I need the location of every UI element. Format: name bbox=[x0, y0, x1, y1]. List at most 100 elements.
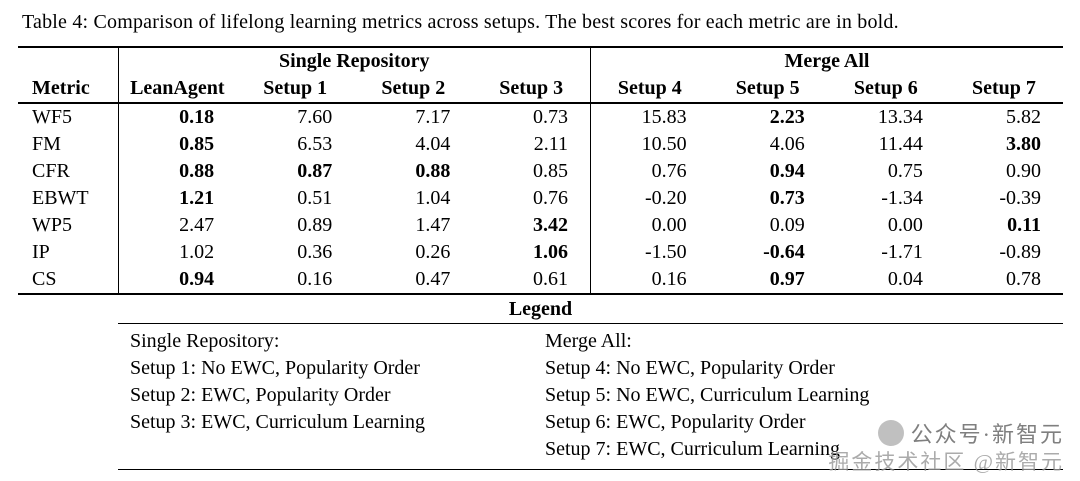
metric-cell: WP5 bbox=[32, 214, 72, 236]
value-cell: 0.78 bbox=[944, 266, 1063, 295]
column-header: Setup 2 bbox=[354, 74, 473, 104]
value-cell: 0.61 bbox=[472, 266, 591, 295]
value-cell: -0.89 bbox=[999, 241, 1041, 263]
value-cell: 0.47 bbox=[354, 266, 473, 295]
value-cell: 4.06 bbox=[769, 133, 805, 155]
legend-box: Single Repository: Setup 1: No EWC, Popu… bbox=[118, 323, 1063, 470]
value-cell: 15.83 bbox=[589, 103, 709, 131]
value-cell: 0.00 bbox=[589, 212, 709, 239]
value-cell: 5.82 bbox=[1006, 106, 1041, 128]
legend-item: Setup 4: No EWC, Popularity Order bbox=[545, 357, 835, 379]
legend-item: Setup 3: EWC, Curriculum Learning bbox=[130, 411, 425, 433]
value-cell: 1.04 bbox=[415, 187, 451, 209]
legend-item: Setup 6: EWC, Popularity Order bbox=[545, 411, 806, 433]
value-cell: -0.20 bbox=[589, 185, 709, 212]
value-cell: 10.50 bbox=[589, 131, 709, 158]
value-cell: 0.73 bbox=[533, 106, 568, 128]
value-cell: 2.23 bbox=[769, 106, 805, 128]
column-header: Setup 4 bbox=[589, 74, 709, 104]
value-cell: 0.04 bbox=[826, 266, 945, 295]
value-cell: 0.75 bbox=[887, 160, 923, 182]
column-header: Setup 5 bbox=[708, 74, 827, 104]
value-cell: 4.04 bbox=[415, 133, 451, 155]
value-cell: -1.34 bbox=[881, 187, 923, 209]
value-cell: 0.18 bbox=[117, 103, 237, 131]
value-cell: 0.87 bbox=[297, 160, 333, 182]
table-row: EBWT 1.21 0.51 1.04 0.76 -0.20 0.73 -1.34 -0.39 bbox=[18, 185, 1063, 212]
value-cell: 0.85 bbox=[117, 131, 237, 158]
value-cell: 2.47 bbox=[117, 212, 237, 239]
metric-cell: EBWT bbox=[32, 187, 89, 209]
value-cell: 0.94 bbox=[769, 160, 805, 182]
value-cell: -0.39 bbox=[999, 187, 1041, 209]
value-cell: 0.89 bbox=[297, 214, 333, 236]
value-cell: 0.94 bbox=[117, 266, 237, 295]
column-header: LeanAgent bbox=[117, 74, 237, 104]
value-cell: -1.71 bbox=[881, 241, 923, 263]
value-cell: 3.42 bbox=[533, 214, 568, 236]
value-cell: 0.90 bbox=[1006, 160, 1041, 182]
metrics-table: Single Repository Merge All Metric LeanAgen… bbox=[18, 46, 1063, 295]
value-cell: -1.50 bbox=[589, 239, 709, 266]
table-row: WP5 2.47 0.89 1.47 3.42 0.00 0.09 0.00 0.11 bbox=[18, 212, 1063, 239]
value-cell: 0.11 bbox=[1007, 214, 1041, 236]
table-row: CS 0.94 0.16 0.47 0.61 0.16 0.97 0.04 0.78 bbox=[18, 266, 1063, 295]
value-cell: 0.00 bbox=[887, 214, 923, 236]
legend-right-header: Merge All: bbox=[545, 330, 632, 352]
legend-item: Setup 2: EWC, Popularity Order bbox=[130, 384, 391, 406]
value-cell: 0.26 bbox=[415, 241, 451, 263]
column-header: Setup 7 bbox=[944, 74, 1063, 104]
value-cell: 0.51 bbox=[297, 187, 333, 209]
legend-item: Setup 5: No EWC, Curriculum Learning bbox=[545, 384, 870, 406]
value-cell: 2.11 bbox=[533, 133, 568, 155]
table-row: FM 0.85 6.53 4.04 2.11 10.50 4.06 11.44 3.80 bbox=[18, 131, 1063, 158]
group-header-spacer bbox=[18, 47, 118, 74]
value-cell: 0.76 bbox=[533, 187, 568, 209]
table-caption: Table 4: Comparison of lifelong learning… bbox=[22, 11, 899, 33]
legend-left-items: Setup 1: No EWC, Popularity Order Setup 2… bbox=[130, 355, 545, 436]
value-cell: 0.88 bbox=[415, 160, 451, 182]
group-header-single-repository: Single Repository bbox=[117, 47, 591, 74]
value-cell: 1.06 bbox=[533, 241, 568, 263]
legend-item: Setup 1: No EWC, Popularity Order bbox=[130, 357, 420, 379]
table-body: WF5 0.18 7.60 7.17 0.73 15.83 2.23 13.34 5.82 FM 0… bbox=[18, 103, 1063, 295]
legend-title: Legend bbox=[508, 298, 573, 320]
value-cell: 0.16 bbox=[589, 266, 709, 295]
legend-item: Setup 7: EWC, Curriculum Learning bbox=[545, 438, 840, 460]
legend-merge-all: Merge All: Setup 4: No EWC, Popularity O… bbox=[545, 328, 1063, 463]
value-cell: 1.47 bbox=[415, 214, 451, 236]
value-cell: 0.36 bbox=[297, 241, 333, 263]
metric-cell: CS bbox=[18, 266, 118, 295]
legend-left-header: Single Repository: bbox=[130, 330, 280, 352]
value-cell: 1.21 bbox=[117, 185, 237, 212]
metric-cell: CFR bbox=[32, 160, 70, 182]
column-header: Metric bbox=[18, 74, 118, 104]
legend-single-repository: Single Repository: Setup 1: No EWC, Popu… bbox=[130, 328, 545, 463]
table-row: IP 1.02 0.36 0.26 1.06 -1.50 -0.64 -1.71 -0.89 bbox=[18, 239, 1063, 266]
value-cell: 0.97 bbox=[708, 266, 827, 295]
table-head: Single Repository Merge All Metric LeanAgen… bbox=[18, 47, 1063, 104]
metric-cell: FM bbox=[32, 133, 61, 155]
value-cell: 13.34 bbox=[877, 106, 923, 128]
value-cell: 1.02 bbox=[117, 239, 237, 266]
metric-cell: WF5 bbox=[32, 106, 72, 128]
value-cell: 0.76 bbox=[589, 158, 709, 185]
value-cell: 11.44 bbox=[878, 133, 923, 155]
value-cell: 7.60 bbox=[297, 106, 333, 128]
column-header: Setup 6 bbox=[826, 74, 945, 104]
legend-right-items: Setup 4: No EWC, Popularity Order Setup 5… bbox=[545, 355, 1063, 463]
table-row: CFR 0.88 0.87 0.88 0.85 0.76 0.94 0.75 0.90 bbox=[18, 158, 1063, 185]
value-cell: 0.85 bbox=[533, 160, 568, 182]
value-cell: 6.53 bbox=[297, 133, 333, 155]
value-cell: 3.80 bbox=[1006, 133, 1041, 155]
value-cell: -0.64 bbox=[763, 241, 805, 263]
value-cell: 0.16 bbox=[236, 266, 355, 295]
column-header: Setup 3 bbox=[472, 74, 591, 104]
value-cell: 7.17 bbox=[415, 106, 451, 128]
group-header-merge-all: Merge All bbox=[590, 47, 1063, 74]
value-cell: 0.73 bbox=[769, 187, 805, 209]
metric-cell: IP bbox=[32, 241, 50, 263]
value-cell: 0.88 bbox=[117, 158, 237, 185]
value-cell: 0.09 bbox=[769, 214, 805, 236]
